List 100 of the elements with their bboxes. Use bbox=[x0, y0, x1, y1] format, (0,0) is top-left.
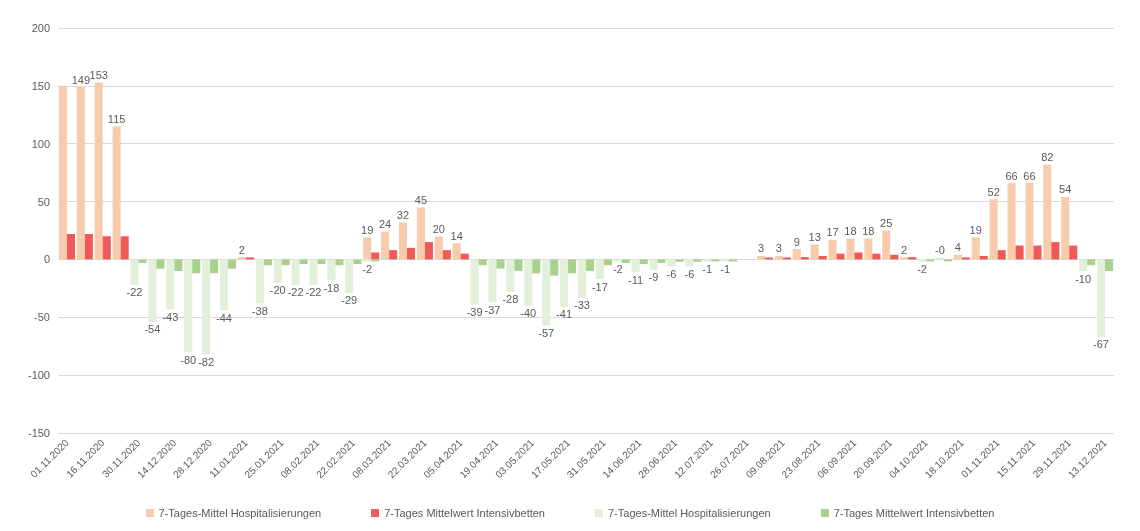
bar bbox=[854, 252, 863, 260]
data-label: 4 bbox=[954, 241, 961, 254]
data-label: -29 bbox=[341, 294, 358, 307]
bar bbox=[729, 259, 738, 262]
data-label: -67 bbox=[1093, 338, 1109, 351]
data-label: 45 bbox=[414, 193, 428, 206]
bar bbox=[586, 259, 595, 271]
bar bbox=[997, 250, 1006, 260]
data-label: -40 bbox=[520, 307, 537, 320]
data-label: 17 bbox=[826, 226, 839, 239]
bar bbox=[478, 259, 487, 266]
bar bbox=[263, 259, 272, 266]
bar bbox=[281, 259, 290, 266]
bar bbox=[524, 259, 533, 306]
bar bbox=[424, 242, 433, 260]
bar bbox=[1097, 259, 1106, 337]
data-label: 18 bbox=[862, 225, 875, 238]
bar bbox=[363, 259, 372, 262]
bar bbox=[309, 259, 318, 285]
bar bbox=[273, 259, 282, 283]
bar bbox=[434, 236, 443, 260]
bar bbox=[202, 259, 211, 355]
bar bbox=[685, 259, 694, 267]
bar bbox=[882, 230, 891, 260]
data-label: 3 bbox=[757, 242, 765, 255]
bar bbox=[1079, 259, 1088, 271]
data-label: 13 bbox=[808, 230, 821, 243]
data-label: -20 bbox=[269, 284, 286, 297]
legend-label: 7-Tages Mittelwert Intensivbetten bbox=[833, 507, 995, 519]
data-label: 25 bbox=[880, 217, 893, 229]
bar bbox=[488, 259, 497, 303]
bar bbox=[1105, 259, 1114, 271]
legend-label: 7-Tages Mittelwert Intensivbetten bbox=[384, 507, 545, 519]
bar bbox=[532, 259, 541, 274]
bar bbox=[102, 236, 111, 260]
bar bbox=[452, 243, 461, 260]
data-label: 82 bbox=[1041, 151, 1054, 164]
bar bbox=[398, 222, 408, 260]
data-label: 153 bbox=[89, 68, 108, 81]
bar bbox=[649, 259, 658, 270]
bar bbox=[353, 259, 362, 265]
bar bbox=[782, 257, 791, 260]
bar bbox=[514, 259, 523, 271]
bar bbox=[613, 259, 622, 262]
bar bbox=[603, 259, 612, 266]
data-label: 149 bbox=[71, 73, 90, 86]
bar bbox=[621, 259, 630, 263]
data-label: 24 bbox=[378, 218, 392, 231]
bar bbox=[1007, 183, 1016, 260]
bar bbox=[291, 259, 300, 285]
bar bbox=[210, 259, 219, 274]
bar bbox=[550, 259, 559, 276]
bar bbox=[335, 259, 344, 266]
bar bbox=[1051, 242, 1060, 260]
data-label: -39 bbox=[466, 306, 483, 319]
data-label: -33 bbox=[574, 299, 590, 312]
bar bbox=[1025, 183, 1034, 260]
bar bbox=[918, 259, 927, 262]
bar bbox=[345, 259, 354, 293]
data-label: 115 bbox=[107, 112, 126, 125]
data-label: -44 bbox=[216, 311, 232, 324]
bar bbox=[675, 259, 684, 262]
data-label: -1 bbox=[720, 262, 731, 275]
bar bbox=[496, 259, 505, 269]
y-tick-label: 150 bbox=[31, 79, 50, 92]
data-label: -10 bbox=[1075, 272, 1092, 285]
y-tick-label: -150 bbox=[27, 427, 50, 439]
bar bbox=[76, 87, 85, 260]
bar bbox=[846, 238, 855, 260]
data-label: 19 bbox=[969, 223, 982, 236]
bar bbox=[327, 259, 336, 281]
data-label: 9 bbox=[793, 235, 800, 248]
bar bbox=[639, 259, 648, 265]
bar bbox=[657, 259, 666, 263]
legend-label: 7-Tages-Mittel Hospitalisierungen bbox=[608, 507, 771, 519]
bar bbox=[595, 259, 604, 280]
y-tick-label: -50 bbox=[34, 311, 50, 324]
bar bbox=[94, 82, 103, 260]
bar bbox=[560, 259, 569, 307]
bar bbox=[506, 259, 515, 292]
bar bbox=[192, 259, 201, 274]
legend-label: 7-Tages-Mittel Hospitalisierungen bbox=[158, 507, 322, 519]
data-label: -43 bbox=[162, 310, 179, 323]
bar bbox=[84, 233, 93, 260]
data-label: -22 bbox=[126, 286, 143, 299]
data-label: -18 bbox=[323, 281, 340, 294]
bar bbox=[470, 259, 479, 305]
bar bbox=[407, 247, 416, 260]
bar bbox=[1069, 245, 1078, 260]
data-label: -11 bbox=[628, 273, 644, 286]
data-label: 14 bbox=[450, 229, 463, 242]
bar bbox=[693, 259, 702, 262]
data-label: 52 bbox=[987, 185, 1000, 198]
y-tick-label: 0 bbox=[43, 253, 50, 266]
data-label: -6 bbox=[684, 267, 695, 280]
y-tick-label: 200 bbox=[31, 22, 50, 34]
data-label: 3 bbox=[775, 242, 782, 255]
bar bbox=[184, 259, 193, 352]
y-tick-label: 100 bbox=[31, 137, 50, 150]
data-label: -54 bbox=[144, 323, 161, 336]
